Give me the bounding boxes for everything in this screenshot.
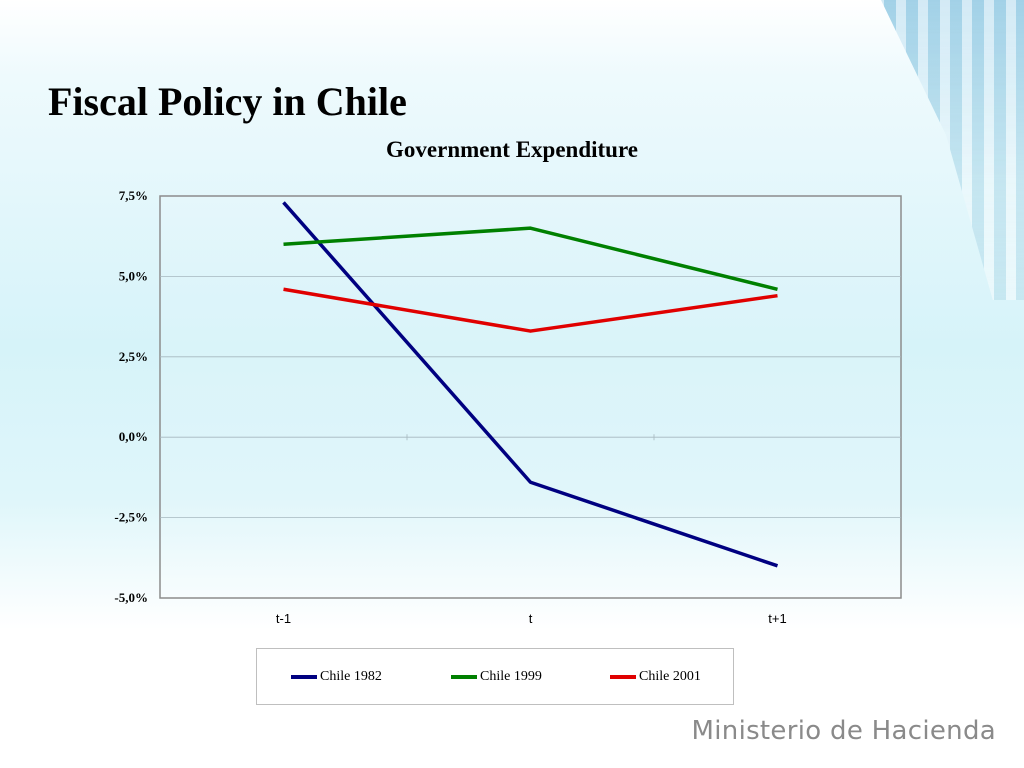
x-tick-label: t xyxy=(529,611,533,626)
chart-title: Government Expenditure xyxy=(386,137,638,162)
y-tick-label: 7,5% xyxy=(119,188,148,203)
legend-item-chile-1982: Chile 1982 xyxy=(291,669,382,685)
slide-title: Fiscal Policy in Chile xyxy=(48,79,407,124)
series-line-chile-1999 xyxy=(283,226,778,291)
x-tick-label: t-1 xyxy=(276,611,291,626)
legend-label: Chile 1982 xyxy=(320,669,382,684)
plot-area xyxy=(159,195,902,599)
y-tick-label: 0,0% xyxy=(119,429,148,444)
series-line-chile-1982 xyxy=(282,201,779,568)
ministry-footer: Ministerio de Hacienda xyxy=(691,716,996,746)
chart-legend: Chile 1982 Chile 1999 Chile 2001 xyxy=(256,648,734,705)
legend-swatch-chile-1999 xyxy=(451,675,477,679)
series-line-chile-2001 xyxy=(283,287,778,333)
legend-item-chile-2001: Chile 2001 xyxy=(610,669,701,685)
legend-label: Chile 2001 xyxy=(639,669,701,684)
legend-swatch-chile-1982 xyxy=(291,675,317,679)
y-tick-label: 2,5% xyxy=(119,349,148,364)
y-tick-label: -2,5% xyxy=(114,510,148,525)
legend-item-chile-1999: Chile 1999 xyxy=(451,669,542,685)
y-tick-label: -5,0% xyxy=(114,590,148,605)
legend-swatch-chile-2001 xyxy=(610,675,636,679)
legend-label: Chile 1999 xyxy=(480,669,542,684)
x-tick-label: t+1 xyxy=(768,611,786,626)
y-tick-label: 5,0% xyxy=(119,268,148,283)
